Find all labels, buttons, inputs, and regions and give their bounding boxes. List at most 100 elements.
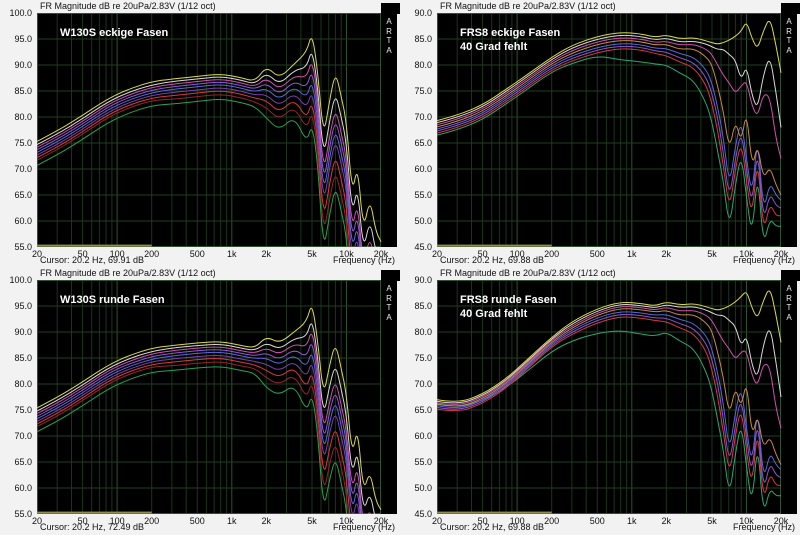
x-tick-label: 20 xyxy=(431,249,443,259)
fr-chart xyxy=(437,280,782,514)
plot-corner xyxy=(381,3,400,14)
x-tick-label: 1k xyxy=(227,249,237,259)
y-tick-label: 70.0 xyxy=(414,112,432,122)
y-tick-label: 85.0 xyxy=(14,353,32,363)
cursor-readout: Cursor: 20.2 Hz, 69.88 dB xyxy=(440,255,545,265)
y-tick-label: 90.0 xyxy=(14,60,32,70)
y-tick-label: 95.0 xyxy=(14,301,32,311)
x-tick-label: 500 xyxy=(189,249,205,259)
y-tick-label: 70.0 xyxy=(14,431,32,441)
y-axis-labels: 100.0 95.0 90.0 85.0 80.0 75.0 70.0 65.0 60.0 55.… xyxy=(0,267,34,535)
panel-frs8-runde-fasen: FR Magnitude dB re 20uPa/2.83V (1/12 oct… xyxy=(400,267,800,535)
magnitude-header: FR Magnitude dB re 20uPa/2.83V (1/12 oct… xyxy=(440,268,616,278)
y-tick-label: 75.0 xyxy=(414,86,432,96)
y-tick-label: 80.0 xyxy=(14,379,32,389)
x-tick-label: 500 xyxy=(189,516,205,526)
cursor-readout: Cursor: 20.2 Hz, 69.91 dB xyxy=(40,255,145,265)
x-tick-label: 10k xyxy=(339,249,354,259)
x-tick-label: 20 xyxy=(431,516,443,526)
x-tick-label: 1k xyxy=(627,249,637,259)
x-tick-label: 50 xyxy=(477,516,488,526)
y-tick-label: 60.0 xyxy=(14,483,32,493)
y-tick-label: 90.0 xyxy=(14,327,32,337)
y-axis-labels: 90.0 85.0 80.0 75.0 70.0 65.0 60.0 55.0 50.0 45.0 xyxy=(400,267,434,535)
x-tick-label: 20k xyxy=(773,516,789,526)
x-tick-label: 20k xyxy=(373,249,389,259)
x-tick-label: 500 xyxy=(589,516,605,526)
x-tick-label: 500 xyxy=(589,249,605,259)
y-tick-label: 55.0 xyxy=(414,457,432,467)
y-tick-label: 80.0 xyxy=(14,112,32,122)
fr-chart xyxy=(37,13,382,247)
measurement-label: FRS8 runde Fasen 40 Grad fehlt xyxy=(460,294,557,320)
y-tick-label: 100.0 xyxy=(9,275,32,285)
y-tick-label: 60.0 xyxy=(14,216,32,226)
y-tick-label: 95.0 xyxy=(14,34,32,44)
fr-chart xyxy=(437,13,782,247)
x-tick-label: 10k xyxy=(339,516,354,526)
x-tick-label: 5k xyxy=(307,516,317,526)
y-tick-label: 45.0 xyxy=(414,242,432,252)
x-tick-label: 1k xyxy=(627,516,637,526)
x-tick-label: 20k xyxy=(773,249,789,259)
measurement-label: W130S eckige Fasen xyxy=(60,27,169,39)
cursor-readout: Cursor: 20.2 Hz, 72.49 dB xyxy=(40,522,145,532)
y-tick-label: 60.0 xyxy=(414,164,432,174)
y-tick-label: 75.0 xyxy=(414,353,432,363)
x-tick-label: 200 xyxy=(144,249,160,259)
x-tick-label: 2k xyxy=(661,516,672,526)
x-tick-label: 100 xyxy=(509,249,525,259)
y-tick-label: 65.0 xyxy=(414,138,432,148)
y-tick-label: 75.0 xyxy=(14,138,32,148)
y-tick-label: 90.0 xyxy=(414,8,432,18)
y-tick-label: 50.0 xyxy=(414,483,432,493)
x-tick-label: 50 xyxy=(77,516,88,526)
plot-corner xyxy=(781,3,800,14)
magnitude-header: FR Magnitude dB re 20uPa/2.83V (1/12 oct… xyxy=(440,1,616,11)
x-tick-label: 2k xyxy=(261,516,272,526)
y-tick-label: 90.0 xyxy=(414,275,432,285)
magnitude-header: FR Magnitude dB re 20uPa/2.83V (1/12 oct… xyxy=(40,268,216,278)
y-axis-labels: 90.0 85.0 80.0 75.0 70.0 65.0 60.0 55.0 50.0 45.0 xyxy=(400,0,434,267)
y-tick-label: 65.0 xyxy=(14,457,32,467)
plot-corner xyxy=(381,270,400,281)
plot-corner xyxy=(781,270,800,281)
y-tick-label: 80.0 xyxy=(414,327,432,337)
x-tick-label: 200 xyxy=(544,516,560,526)
y-tick-label: 60.0 xyxy=(414,431,432,441)
magnitude-header: FR Magnitude dB re 20uPa/2.83V (1/12 oct… xyxy=(40,1,216,11)
y-tick-label: 65.0 xyxy=(414,405,432,415)
x-tick-label: 1k xyxy=(227,516,237,526)
x-tick-label: 100 xyxy=(509,516,525,526)
y-tick-label: 85.0 xyxy=(14,86,32,96)
y-tick-label: 50.0 xyxy=(414,216,432,226)
cursor-readout: Cursor: 20.2 Hz, 69.88 dB xyxy=(440,522,545,532)
measurement-label: W130S runde Fasen xyxy=(60,294,165,306)
x-tick-label: 20k xyxy=(373,516,389,526)
x-tick-label: 10k xyxy=(739,516,754,526)
fr-chart xyxy=(37,280,382,514)
x-tick-label: 100 xyxy=(109,249,125,259)
y-tick-label: 85.0 xyxy=(414,34,432,44)
panel-w130s-runde-fasen: FR Magnitude dB re 20uPa/2.83V (1/12 oct… xyxy=(0,267,400,535)
x-tick-label: 100 xyxy=(109,516,125,526)
x-tick-label: 200 xyxy=(144,516,160,526)
y-tick-label: 80.0 xyxy=(414,60,432,70)
y-axis-labels: 100.0 95.0 90.0 85.0 80.0 75.0 70.0 65.0 60.0 55.… xyxy=(0,0,34,267)
x-tick-label: 2k xyxy=(661,249,672,259)
y-tick-label: 55.0 xyxy=(414,190,432,200)
y-tick-label: 70.0 xyxy=(14,164,32,174)
y-tick-label: 45.0 xyxy=(414,509,432,519)
frequency-axis-title: Frequency (Hz) xyxy=(332,522,395,532)
x-tick-label: 10k xyxy=(739,249,754,259)
x-tick-label: 5k xyxy=(707,249,717,259)
frequency-axis-title: Frequency (Hz) xyxy=(732,255,795,265)
